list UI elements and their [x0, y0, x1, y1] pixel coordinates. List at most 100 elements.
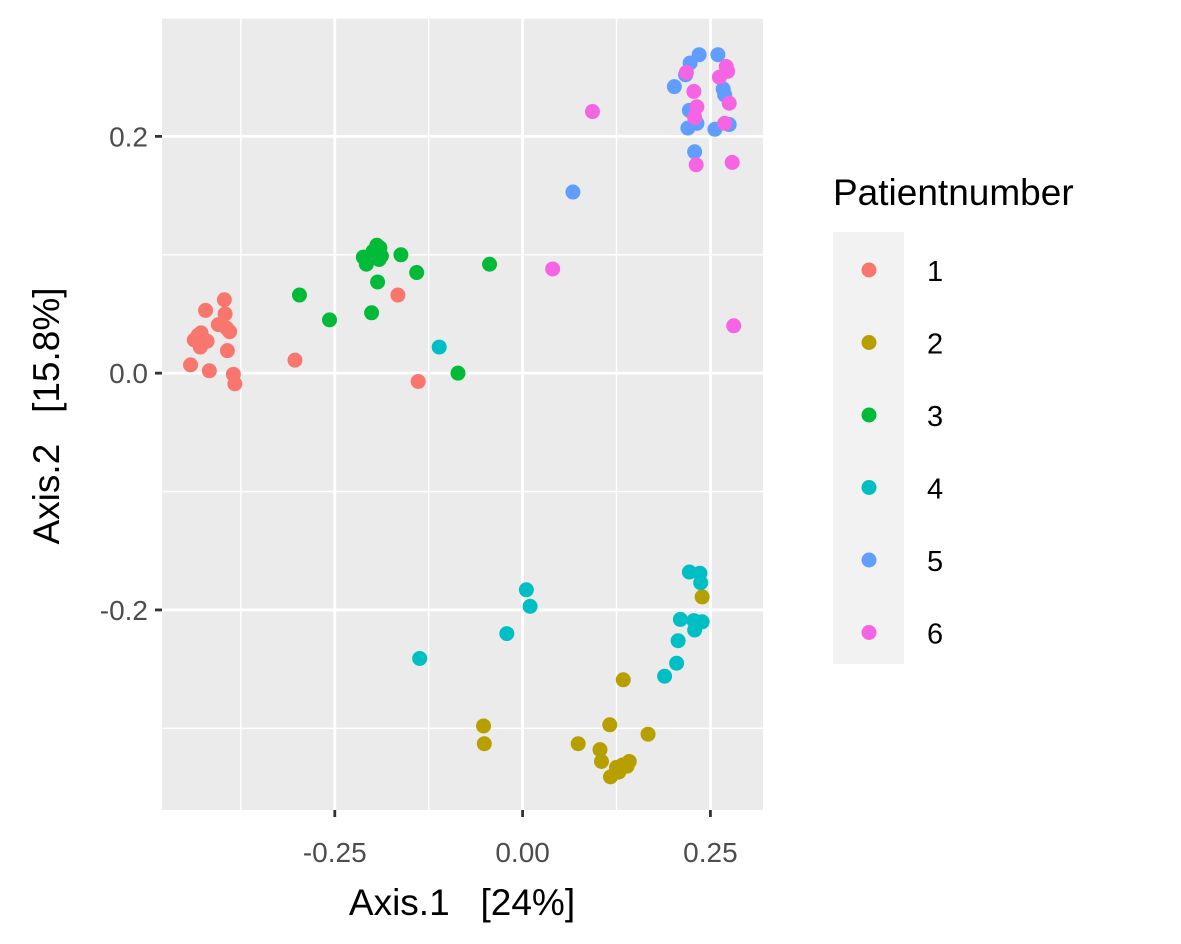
x-axis: -0.25 0.00 0.25: [303, 810, 738, 868]
data-points: [183, 47, 742, 785]
data-point: [724, 154, 740, 170]
legend-entry: 3: [861, 401, 943, 433]
data-point: [409, 265, 425, 281]
legend-entry: 5: [861, 546, 943, 578]
legend-key: [861, 480, 877, 495]
y-tick-label: 0.2: [109, 121, 148, 152]
data-point: [726, 318, 742, 334]
legend: Patientnumber 1 2 3 4 5 6: [833, 172, 1074, 664]
data-point: [694, 614, 710, 630]
data-point: [499, 626, 515, 642]
data-point: [431, 339, 447, 355]
data-point: [720, 63, 736, 79]
data-point: [694, 589, 710, 605]
data-point: [710, 47, 726, 63]
legend-label: 1: [927, 256, 943, 288]
data-point: [721, 95, 737, 111]
data-point: [570, 736, 586, 752]
legend-entry: 1: [861, 256, 943, 288]
legend-label: 6: [927, 619, 943, 651]
data-point: [686, 83, 702, 99]
data-point: [691, 47, 707, 63]
data-point: [615, 672, 631, 688]
series-4: [412, 339, 710, 684]
data-point: [291, 287, 307, 303]
data-point: [364, 305, 380, 321]
legend-key: [861, 625, 877, 640]
legend-entry: 4: [861, 474, 943, 506]
data-point: [693, 575, 709, 591]
data-point: [592, 742, 608, 758]
data-point: [199, 333, 215, 349]
data-point: [227, 376, 243, 392]
x-axis-title: Axis.1 [24%]: [349, 882, 575, 923]
legend-key-background: [833, 232, 904, 664]
data-point: [476, 736, 492, 752]
series-6: [545, 59, 742, 334]
data-point: [545, 261, 561, 277]
legend-title: Patientnumber: [833, 172, 1074, 213]
y-tick-label: -0.2: [100, 595, 148, 626]
y-axis: 0.2 0.0 -0.2: [100, 121, 162, 626]
series-1: [183, 287, 426, 392]
x-tick-label: 0.00: [495, 837, 550, 868]
legend-key: [861, 407, 877, 423]
data-point: [689, 99, 705, 115]
legend-entry: 6: [861, 619, 943, 651]
legend-key: [861, 262, 877, 278]
y-tick-label: 0.0: [109, 358, 148, 389]
legend-entry: 2: [861, 329, 943, 361]
data-point: [717, 115, 733, 131]
series-3: [291, 237, 498, 381]
data-point: [688, 157, 704, 173]
data-point: [678, 64, 694, 80]
data-point: [410, 373, 426, 389]
data-point: [565, 184, 581, 200]
data-point: [602, 717, 618, 733]
legend-key: [861, 552, 877, 568]
x-tick-label: 0.25: [683, 837, 738, 868]
legend-label: 4: [927, 474, 943, 506]
minor-gridlines: [162, 17, 763, 810]
data-point: [640, 726, 656, 742]
data-point: [670, 633, 686, 649]
data-point: [201, 363, 217, 379]
legend-key: [861, 335, 877, 350]
data-point: [217, 306, 233, 322]
data-point: [666, 79, 682, 95]
y-axis-title: Axis.2 [15.8%]: [26, 287, 67, 544]
data-point: [669, 655, 685, 671]
data-point: [219, 343, 235, 359]
data-point: [198, 302, 214, 318]
data-point: [390, 287, 406, 303]
data-point: [593, 753, 609, 769]
data-point: [370, 274, 386, 290]
data-point: [373, 248, 389, 264]
legend-label: 3: [927, 401, 943, 433]
legend-label: 5: [927, 546, 943, 578]
series-2: [476, 589, 710, 785]
data-point: [358, 256, 374, 272]
data-point: [216, 292, 232, 308]
data-point: [522, 598, 538, 614]
data-point: [621, 753, 637, 769]
data-point: [412, 650, 428, 666]
data-point: [450, 365, 466, 381]
data-point: [657, 668, 673, 684]
data-point: [222, 324, 238, 340]
data-point: [287, 352, 303, 368]
data-point: [584, 104, 600, 120]
data-point: [476, 718, 492, 734]
x-tick-label: -0.25: [303, 837, 367, 868]
data-point: [672, 611, 688, 627]
data-point: [687, 144, 703, 160]
legend-label: 2: [927, 329, 943, 361]
major-gridlines: [162, 18, 763, 810]
data-point: [183, 357, 199, 373]
data-point: [322, 312, 338, 328]
data-point: [482, 256, 498, 272]
data-point: [393, 247, 409, 263]
legend-items: 1 2 3 4 5 6: [861, 256, 943, 651]
data-point: [518, 582, 534, 598]
